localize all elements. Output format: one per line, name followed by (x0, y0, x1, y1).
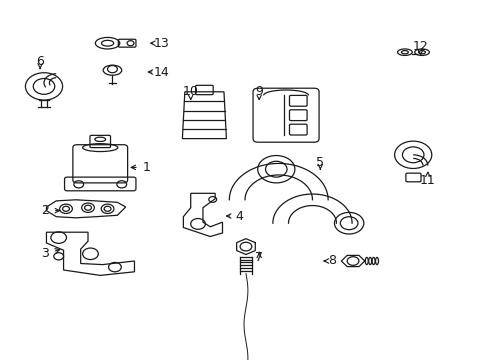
Text: 13: 13 (153, 37, 169, 50)
Text: 12: 12 (412, 40, 427, 53)
Text: 8: 8 (328, 255, 336, 267)
Text: 14: 14 (153, 66, 169, 78)
Text: 3: 3 (41, 247, 49, 260)
Text: 7: 7 (255, 251, 263, 264)
Text: 1: 1 (142, 161, 150, 174)
Text: 5: 5 (316, 156, 324, 168)
Text: 9: 9 (255, 85, 263, 98)
Text: 10: 10 (183, 85, 198, 98)
Text: 4: 4 (235, 210, 243, 222)
Text: 2: 2 (41, 204, 49, 217)
Text: 11: 11 (419, 174, 435, 186)
Text: 6: 6 (36, 55, 44, 68)
